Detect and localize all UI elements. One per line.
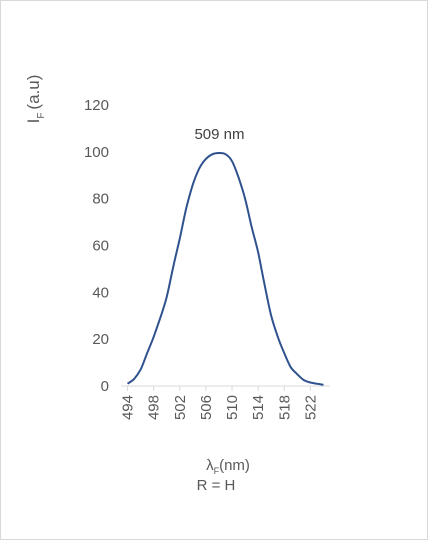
y-axis-title-main: I	[24, 119, 43, 124]
y-tick-label: 40	[92, 284, 109, 301]
y-tick-label: 20	[92, 331, 109, 348]
y-tick-label: 60	[92, 238, 109, 255]
series-line	[126, 151, 324, 386]
y-tick-label: 100	[84, 144, 109, 161]
x-tick-label: 502	[172, 395, 189, 420]
x-tick-label: 494	[120, 395, 137, 420]
y-axis-ticks: 0 20 40 60 80 100 120	[84, 97, 109, 395]
x-tick-label: 498	[146, 395, 163, 420]
peak-annotation: 509 nm	[194, 126, 244, 143]
x-tick-label: 510	[224, 395, 241, 420]
y-tick-label: 80	[92, 191, 109, 208]
x-tick-label: 518	[276, 395, 293, 420]
y-tick-label: 120	[84, 97, 109, 114]
y-axis-title: IF (a.u)	[24, 75, 47, 124]
x-axis-ticks: 494 498 502 506 510 514 518 522	[120, 386, 319, 420]
x-tick-label: 506	[198, 395, 215, 420]
x-axis-title: λF(nm)	[206, 457, 250, 476]
y-tick-label: 0	[101, 378, 109, 395]
x-axis-title-main: λ	[206, 457, 214, 474]
y-axis-title-sub: F	[36, 113, 47, 119]
x-axis-title-unit: (nm)	[219, 457, 250, 474]
x-axis-title-line2: R = H	[197, 477, 236, 494]
x-axis-title-sub: F	[214, 466, 220, 476]
x-tick-label: 514	[250, 395, 267, 420]
x-tick-label: 522	[302, 395, 319, 420]
y-axis-title-unit: (a.u)	[24, 75, 43, 110]
